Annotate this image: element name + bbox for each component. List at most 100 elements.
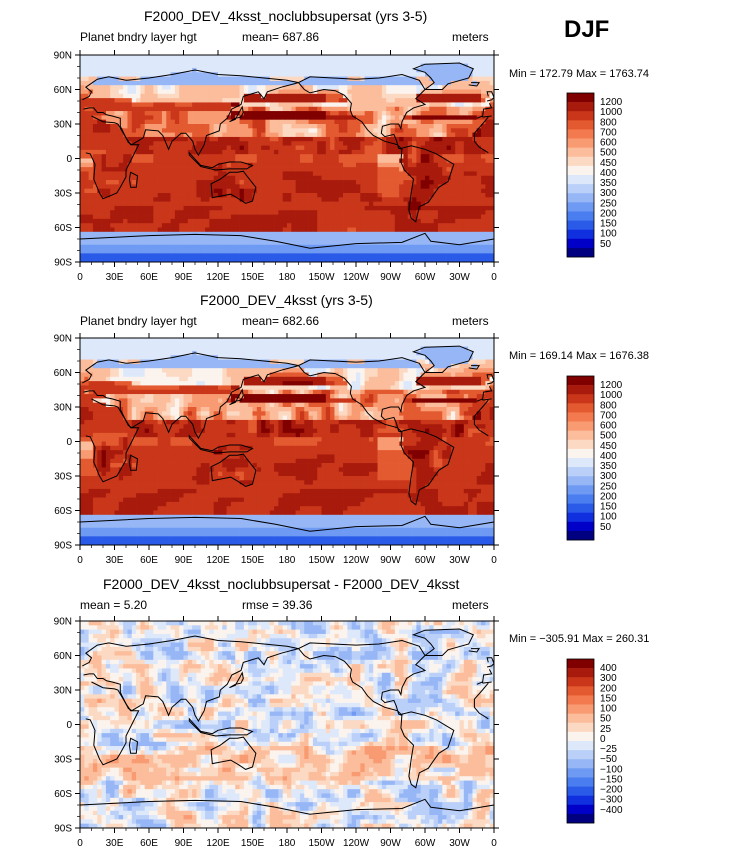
field-cell <box>446 257 452 263</box>
field-cell <box>476 89 482 95</box>
field-cell <box>213 93 219 99</box>
colorbar-label: 800 <box>600 117 617 128</box>
field-cell <box>131 210 137 215</box>
field-cell <box>187 158 193 164</box>
field-cell <box>407 124 413 129</box>
field-cell <box>312 197 318 202</box>
field-cell <box>183 115 189 121</box>
field-cell <box>196 145 202 151</box>
field-cell <box>476 244 482 250</box>
field-cell <box>118 119 124 125</box>
field-cell <box>351 89 357 95</box>
field-cell <box>131 106 137 112</box>
field-cell <box>256 175 262 181</box>
field-cell <box>394 67 400 73</box>
field-cell <box>386 55 391 60</box>
field-cell <box>386 249 391 254</box>
field-cell <box>347 253 353 259</box>
field-cell <box>192 115 197 121</box>
field-cell <box>304 231 309 237</box>
field-cell <box>459 76 465 82</box>
field-cell <box>131 67 137 73</box>
field-cell <box>161 141 167 146</box>
field-cell <box>174 180 180 185</box>
field-cell <box>261 128 266 133</box>
field-cell <box>338 149 344 155</box>
field-cell <box>481 180 486 185</box>
field-cell <box>92 85 98 90</box>
field-cell <box>230 80 236 86</box>
field-cell <box>373 158 378 164</box>
field-cell <box>433 98 439 103</box>
field-cell <box>377 205 383 211</box>
field-cell <box>235 158 240 164</box>
field-cell <box>330 93 335 99</box>
field-cell <box>425 93 430 99</box>
field-cell <box>265 115 271 121</box>
field-cell <box>403 193 409 198</box>
field-cell <box>161 149 167 155</box>
field-cell <box>213 244 219 250</box>
field-cell <box>489 240 495 246</box>
field-cell <box>153 85 158 90</box>
field-cell <box>118 214 124 220</box>
field-cell <box>360 188 365 194</box>
field-cell <box>304 128 309 133</box>
field-cell <box>287 80 292 86</box>
field-cell <box>140 141 146 146</box>
field-cell <box>463 175 469 181</box>
field-cell <box>442 111 447 116</box>
field-cell <box>377 193 383 198</box>
field-cell <box>239 162 245 168</box>
field-cell <box>321 154 327 159</box>
field-cell <box>127 188 133 194</box>
field-cell <box>110 67 115 73</box>
field-cell <box>205 124 210 129</box>
field-cell <box>101 85 107 90</box>
field-cell <box>183 154 189 159</box>
field-cell <box>360 55 365 60</box>
field-cell <box>343 158 348 164</box>
field-cell <box>446 72 452 77</box>
field-cell <box>213 136 219 142</box>
field-cell <box>416 231 422 237</box>
field-cell <box>308 132 314 138</box>
field-cell <box>317 249 322 254</box>
field-cell <box>317 154 322 159</box>
field-cell <box>153 231 158 237</box>
field-cell <box>157 128 163 133</box>
field-cell <box>420 98 426 103</box>
field-cell <box>386 184 391 190</box>
field-cell <box>226 93 232 99</box>
field-cell <box>416 132 422 138</box>
field-cell <box>274 218 279 224</box>
field-cell <box>243 149 249 155</box>
field-cell <box>287 63 292 69</box>
field-cell <box>381 210 387 215</box>
field-cell <box>140 80 146 86</box>
field-cell <box>274 197 279 202</box>
field-cell <box>101 218 107 224</box>
field-cell <box>450 205 456 211</box>
field-cell <box>192 184 197 190</box>
field-cell <box>269 167 275 172</box>
field-cell <box>325 162 331 168</box>
field-cell <box>299 214 305 220</box>
field-cell <box>450 338 456 343</box>
field-cell <box>269 136 275 142</box>
field-cell <box>187 76 193 82</box>
field-cell <box>153 136 158 142</box>
field-cell <box>179 59 184 64</box>
field-cell <box>425 67 430 73</box>
field-cell <box>330 210 335 215</box>
field-cell <box>248 171 253 177</box>
field-cell <box>84 197 89 202</box>
field-cell <box>274 98 279 103</box>
field-cell <box>308 136 314 142</box>
field-cell <box>481 128 486 133</box>
field-cell <box>377 162 383 168</box>
field-cell <box>118 210 124 215</box>
field-cell <box>239 180 245 185</box>
field-cell <box>317 132 322 138</box>
field-cell <box>403 253 409 259</box>
